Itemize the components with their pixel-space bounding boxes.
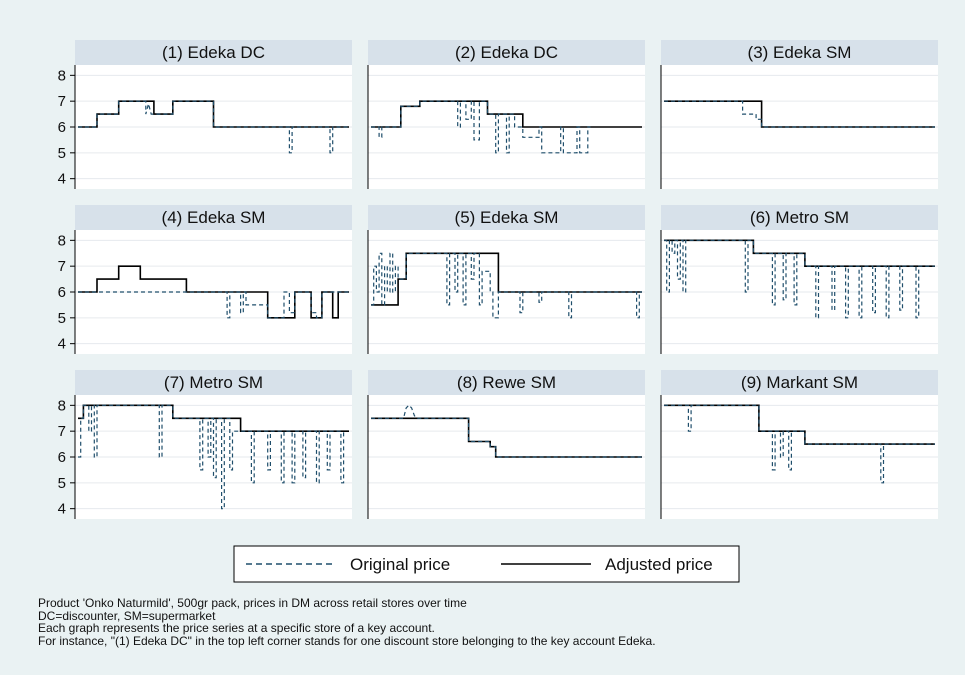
y-tick-label: 5: [58, 310, 66, 327]
original-price-line: [78, 291, 349, 319]
panel: (8) Rewe SM: [367, 370, 645, 519]
y-tick-label: 8: [58, 67, 66, 84]
original-price-line: [78, 404, 345, 510]
panel-header: [661, 40, 938, 65]
original-price-line: [78, 100, 349, 154]
panel-title: (8) Rewe SM: [457, 373, 556, 392]
original-price-line: [371, 404, 642, 458]
panel-header: [368, 370, 645, 395]
panel-header: [75, 205, 352, 230]
legend-adjusted-label: Adjusted price: [605, 555, 713, 574]
panel: (1) Edeka DC 4 5 6 7 8: [58, 40, 352, 189]
y-tick-label: 4: [58, 171, 66, 188]
y-tick-label: 7: [58, 93, 66, 110]
panel-header: [661, 370, 938, 395]
adjusted-price-line: [664, 404, 935, 445]
panel-title: (4) Edeka SM: [162, 208, 266, 227]
y-tick-label: 6: [58, 449, 66, 466]
panel-title: (6) Metro SM: [750, 208, 849, 227]
original-price-line: [664, 239, 935, 319]
adjusted-price-line: [78, 404, 349, 433]
panel: (3) Edeka SM: [660, 40, 938, 189]
panel-header: [75, 40, 352, 65]
panel-title: (3) Edeka SM: [748, 43, 852, 62]
adjusted-price-line: [371, 252, 642, 306]
panel: (7) Metro SM 4 5 6 7 8: [58, 370, 352, 519]
y-tick-label: 7: [58, 258, 66, 275]
panel-title: (7) Metro SM: [164, 373, 263, 392]
y-tick-label: 8: [58, 232, 66, 249]
note-line-abbreviations: DC=discounter, SM=supermarket: [38, 608, 216, 623]
panel: (4) Edeka SM 4 5 6 7 8: [58, 205, 352, 354]
panel-title: (5) Edeka SM: [455, 208, 559, 227]
panel: (2) Edeka DC: [367, 40, 645, 189]
panel: (9) Markant SM: [660, 370, 938, 519]
panel-header: [661, 205, 938, 230]
original-price-line: [664, 100, 935, 128]
y-tick-label: 5: [58, 475, 66, 492]
y-tick-label: 6: [58, 284, 66, 301]
y-tick-label: 5: [58, 145, 66, 162]
note-line-explanation: Each graph represents the price series a…: [38, 621, 435, 635]
legend-original-label: Original price: [350, 555, 450, 574]
y-tick-label: 4: [58, 336, 66, 353]
panel-title: (9) Markant SM: [741, 373, 858, 392]
original-price-line: [371, 100, 591, 154]
y-tick-label: 4: [58, 501, 66, 518]
figure-notes: Product 'Onko Naturmild', 500gr pack, pr…: [38, 597, 656, 647]
panels-grid: (1) Edeka DC 4 5 6 7 8 (2) Edeka DC (3) Edeka S…: [58, 40, 938, 519]
y-tick-label: 7: [58, 423, 66, 440]
note-line-product: Product 'Onko Naturmild', 500gr pack, pr…: [38, 596, 467, 610]
panel: (6) Metro SM: [660, 205, 938, 354]
panel-title: (2) Edeka DC: [455, 43, 558, 62]
panel-header: [368, 205, 645, 230]
y-tick-label: 8: [58, 397, 66, 414]
legend: Original price Adjusted price: [233, 545, 740, 583]
panel-header: [75, 370, 352, 395]
panel-header: [368, 40, 645, 65]
original-price-line: [371, 252, 642, 319]
panel-title: (1) Edeka DC: [162, 43, 265, 62]
y-tick-label: 6: [58, 119, 66, 136]
note-line-example: For instance, "(1) Edeka DC" in the top …: [38, 633, 656, 648]
panel: (5) Edeka SM: [367, 205, 645, 354]
